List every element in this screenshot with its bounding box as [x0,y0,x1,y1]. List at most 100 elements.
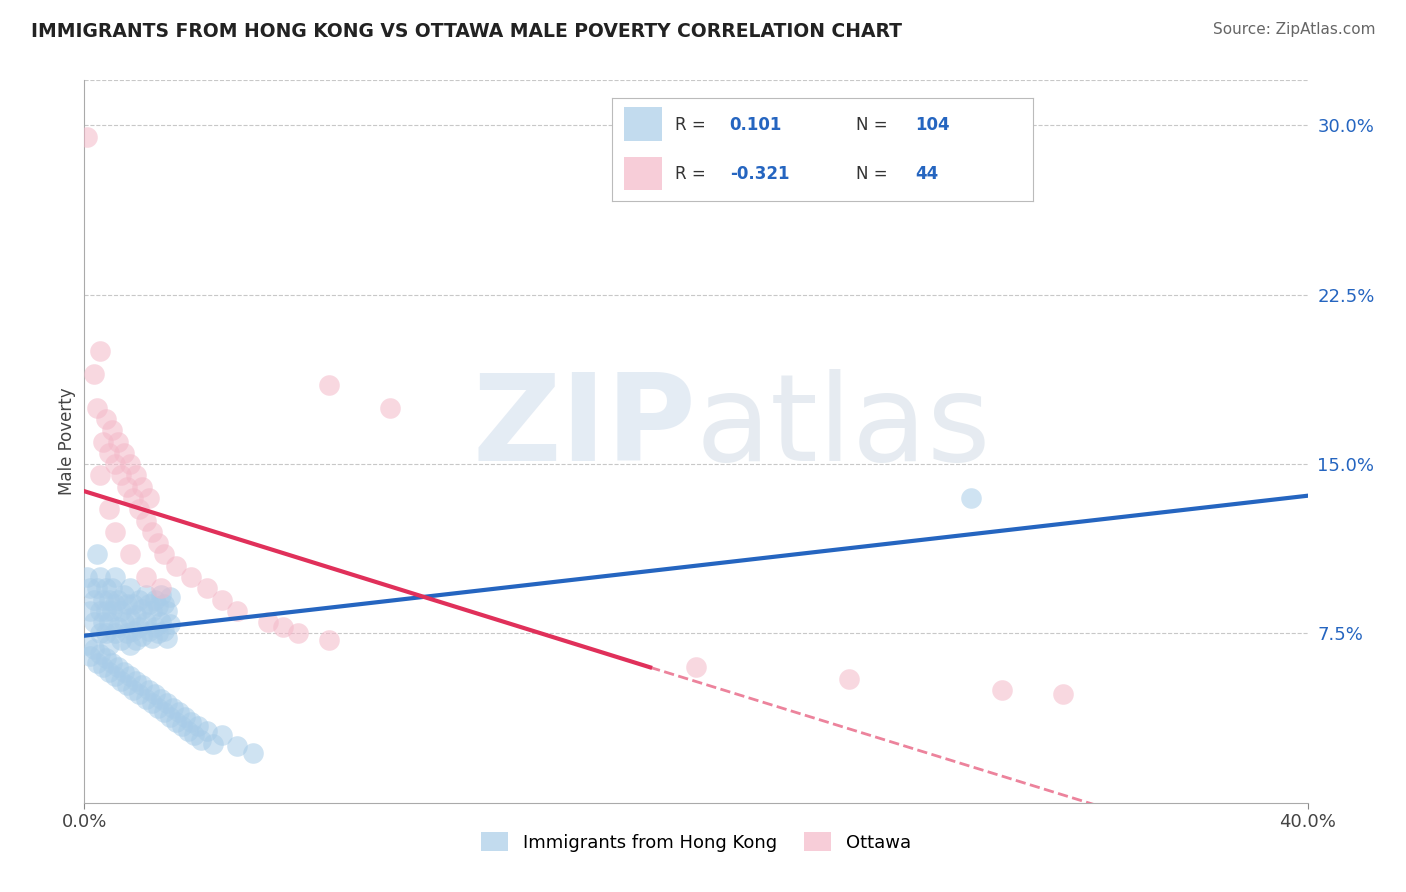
Point [838,672,860,686]
Point [138,491,160,505]
Point [97,446,120,460]
Point [156,697,179,711]
Point [104,597,127,611]
Point [101,582,124,596]
Point [318,633,340,648]
Text: -0.321: -0.321 [730,165,789,183]
Point [1052,687,1074,701]
Point [89,647,111,661]
Point [76,129,98,144]
Point [112,665,135,679]
Point [135,692,157,706]
Point [94,626,117,640]
Point [104,669,127,683]
Point [86,582,108,596]
Point [91,434,114,449]
Point [76,638,98,652]
Point [112,446,135,460]
Bar [624,107,662,141]
Point [120,610,142,624]
Point [110,673,132,688]
Point [190,732,212,747]
Point [318,378,340,392]
Point [135,615,157,630]
Point [89,604,111,618]
Point [146,599,169,614]
Text: atlas: atlas [696,368,991,485]
Point [138,597,160,611]
Point [180,570,202,584]
Point [115,626,138,640]
Point [104,626,127,640]
Point [122,597,145,611]
Point [94,604,117,618]
Point [101,423,124,437]
Point [149,615,172,630]
Point [153,548,176,562]
Point [156,604,179,618]
Point [107,620,129,634]
Point [79,604,101,618]
Point [104,524,127,539]
Point [83,367,105,381]
Legend: Immigrants from Hong Kong, Ottawa: Immigrants from Hong Kong, Ottawa [474,825,918,859]
Point [89,570,111,584]
Point [685,660,707,674]
Text: 0.101: 0.101 [730,116,782,134]
Point [159,710,181,724]
Point [125,468,148,483]
Text: R =: R = [675,116,706,134]
Point [104,457,127,471]
Point [128,502,150,516]
Point [138,682,160,697]
Point [156,631,179,645]
Point [180,714,202,729]
Point [159,591,181,605]
Point [257,615,280,630]
Point [94,651,117,665]
Point [122,682,145,697]
Text: R =: R = [675,165,706,183]
Point [91,615,114,630]
Point [83,592,105,607]
Point [177,723,200,738]
Point [380,401,402,415]
Point [83,615,105,630]
Point [79,582,101,596]
Point [146,536,169,550]
Point [172,719,194,733]
Point [138,624,160,639]
Point [128,592,150,607]
Point [960,491,983,505]
Point [162,701,184,715]
Point [97,592,120,607]
Point [143,592,166,607]
Point [110,633,132,648]
Point [125,633,148,648]
Point [94,412,117,426]
Point [112,588,135,602]
Point [115,480,138,494]
Point [101,656,124,670]
Point [211,728,233,742]
Point [141,524,163,539]
Point [141,697,163,711]
Text: Source: ZipAtlas.com: Source: ZipAtlas.com [1212,22,1375,37]
Point [120,582,142,596]
Point [271,620,294,634]
Point [159,617,181,632]
Point [131,601,153,615]
Point [195,582,218,596]
Point [195,723,218,738]
Point [120,548,142,562]
Point [226,739,249,754]
Point [122,624,145,639]
Text: N =: N = [856,165,887,183]
Point [122,491,145,505]
Point [165,558,187,573]
Text: ZIP: ZIP [472,368,696,485]
Point [86,656,108,670]
Point [91,592,114,607]
Point [97,638,120,652]
Point [149,588,172,602]
